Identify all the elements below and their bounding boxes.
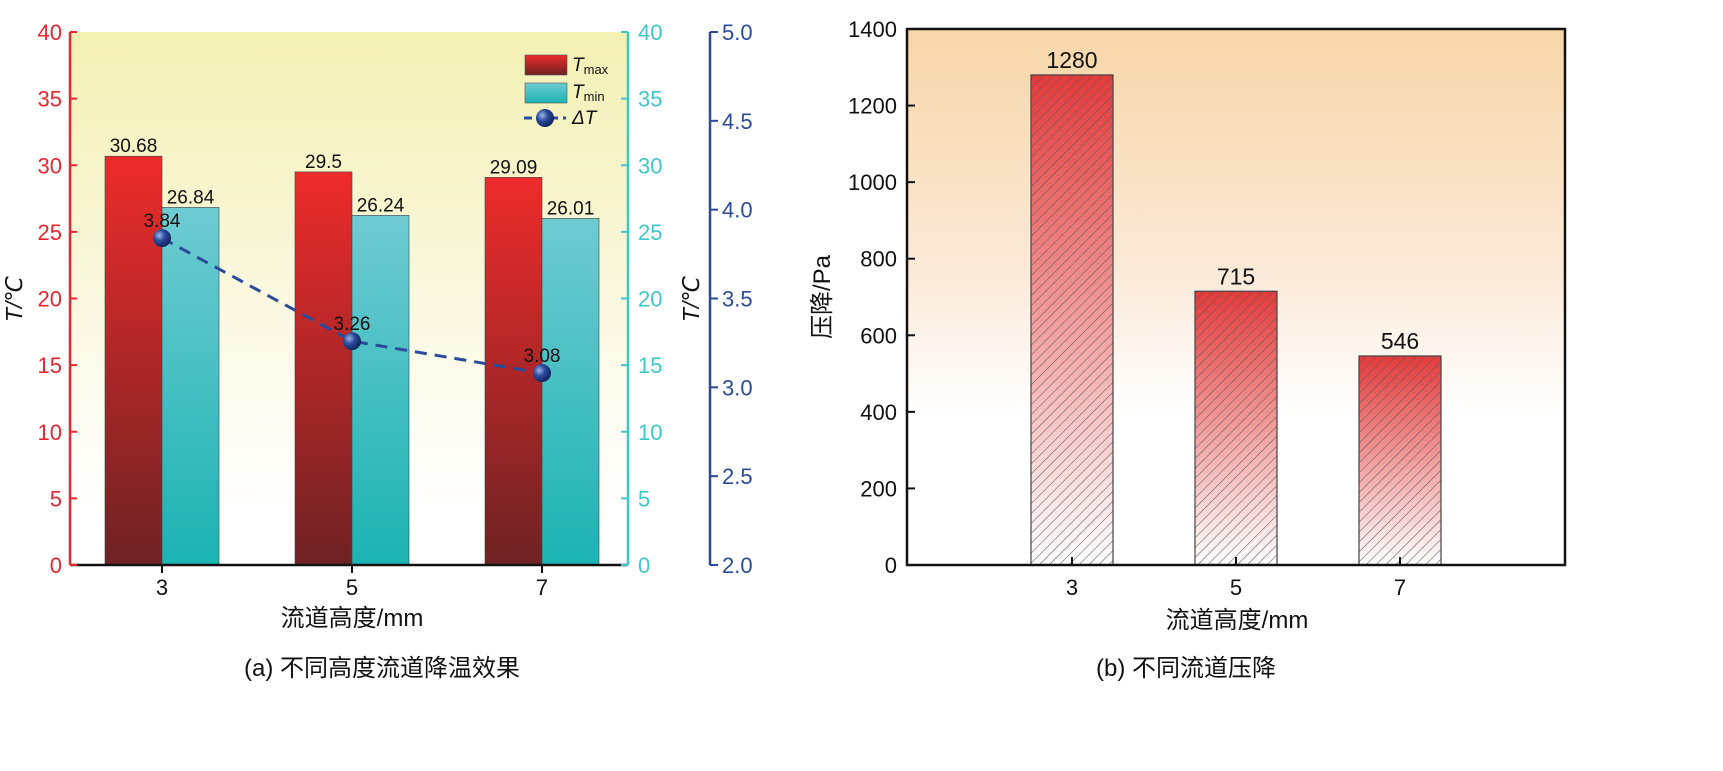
pressure-bar-hatch <box>1030 74 1114 566</box>
tmin-bar <box>161 207 220 566</box>
left-y-tick-label: 20 <box>38 287 62 312</box>
delta-point <box>533 364 551 383</box>
left-y-tick-label: 40 <box>38 20 62 45</box>
panel-a-delta-line <box>153 229 551 383</box>
right-y-tick-label: 4.5 <box>722 109 753 134</box>
x-tick-label: 5 <box>1230 575 1242 600</box>
mid-y-tick-label: 15 <box>638 353 662 378</box>
panel-a-axes: 3 5 7051015202530354005101520253035402.02.… <box>38 20 753 600</box>
left-y-tick-label: 15 <box>38 353 62 378</box>
legend-tmin-swatch <box>524 82 568 104</box>
tmax-bar <box>294 171 353 566</box>
pressure-bar-hatch <box>1194 290 1278 566</box>
legend-tmax-swatch <box>524 54 568 76</box>
mid-y-tick-label: 0 <box>638 553 650 578</box>
right-y-tick-label: 2.5 <box>722 464 753 489</box>
pressure-value-label: 546 <box>1381 328 1419 354</box>
tmin-value-label: 26.84 <box>167 187 215 208</box>
mid-y-tick-label: 30 <box>638 153 662 178</box>
y-tick-label: 0 <box>885 553 897 578</box>
tmax-value-label: 29.5 <box>305 152 342 173</box>
panel-b-x-axis-title: 流道高度/mm <box>1166 607 1309 634</box>
delta-series-line <box>161 236 543 375</box>
pressure-value-label: 715 <box>1217 263 1255 289</box>
delta-value-label: 3.26 <box>334 314 371 335</box>
y-tick-label: 800 <box>860 247 897 272</box>
delta-point <box>343 332 361 351</box>
pressure-value-label: 1280 <box>1046 47 1097 73</box>
x-tick-label: 3 <box>1066 575 1078 600</box>
x-tick-label: 3 <box>156 575 168 600</box>
x-tick-label: 5 <box>346 575 358 600</box>
panel-b-value-labels: 1280 715 546 <box>1046 47 1419 354</box>
delta-point <box>153 229 171 248</box>
legend-delta-marker <box>536 109 554 127</box>
tmin-value-label: 26.24 <box>357 195 405 216</box>
tmin-value-label: 26.01 <box>547 198 595 219</box>
left-y-tick-label: 30 <box>38 153 62 178</box>
y-tick-label: 1200 <box>848 94 897 119</box>
tmin-bar <box>351 215 410 566</box>
tmax-bar <box>104 155 163 566</box>
delta-value-label: 3.84 <box>144 211 181 232</box>
mid-y-tick-label: 35 <box>638 87 662 112</box>
legend-tmin-label: Tmin <box>572 82 605 104</box>
legend-delta-label: ΔT <box>571 108 598 129</box>
mid-y-tick-label: 20 <box>638 287 662 312</box>
panel-b-caption: (b) 不同流道压降 <box>1096 655 1276 682</box>
panel-a-legend: Tmax Tmin ΔT <box>524 54 609 129</box>
right-y-tick-label: 3.5 <box>722 287 753 312</box>
y-tick-label: 1000 <box>848 170 897 195</box>
mid-y-tick-label: 10 <box>638 420 662 445</box>
y-tick-label: 1400 <box>848 17 897 42</box>
panel-a-right-axis-title: T/℃ <box>678 276 704 322</box>
right-y-tick-label: 3.0 <box>722 375 753 400</box>
tmax-value-label: 29.09 <box>490 157 538 178</box>
panel-a-x-axis-title: 流道高度/mm <box>281 605 424 632</box>
panel-a-left-axis-title: T/℃ <box>1 276 27 322</box>
mid-y-tick-label: 25 <box>638 220 662 245</box>
tmax-value-label: 30.68 <box>110 136 158 157</box>
panel-b-axes: 0 200 400 600 800 1000 1200 1400 3 5 7 <box>848 17 1567 600</box>
left-y-tick-label: 5 <box>50 486 62 511</box>
mid-y-tick-label: 5 <box>638 486 650 511</box>
panel-a-value-labels: 30.68 26.84 29.5 26.24 29.09 26.01 3.84 3.26 3.0… <box>110 136 595 367</box>
panel-a: 30.68 26.84 29.5 26.24 29.09 26.01 3.84 3.26 3.0… <box>1 20 753 682</box>
panel-a-bars <box>104 155 600 566</box>
legend-tmax-label: Tmax <box>572 55 609 77</box>
panel-a-caption: (a) 不同高度流道降温效果 <box>244 655 520 682</box>
right-y-tick-label: 2.0 <box>722 553 753 578</box>
y-tick-label: 600 <box>860 323 897 348</box>
right-y-tick-label: 5.0 <box>722 20 753 45</box>
panel-b-y-axis-title: 压降/Pa <box>809 254 836 339</box>
y-tick-label: 200 <box>860 476 897 501</box>
left-y-tick-label: 25 <box>38 220 62 245</box>
x-tick-label: 7 <box>1394 575 1406 600</box>
y-tick-label: 400 <box>860 400 897 425</box>
pressure-bar-hatch <box>1358 355 1442 566</box>
delta-value-label: 3.08 <box>524 346 561 367</box>
left-y-tick-label: 35 <box>38 87 62 112</box>
left-y-tick-label: 10 <box>38 420 62 445</box>
right-y-tick-label: 4.0 <box>722 198 753 223</box>
x-tick-label: 7 <box>536 575 548 600</box>
tmin-bar <box>541 218 600 566</box>
mid-y-tick-label: 40 <box>638 20 662 45</box>
left-y-tick-label: 0 <box>50 553 62 578</box>
